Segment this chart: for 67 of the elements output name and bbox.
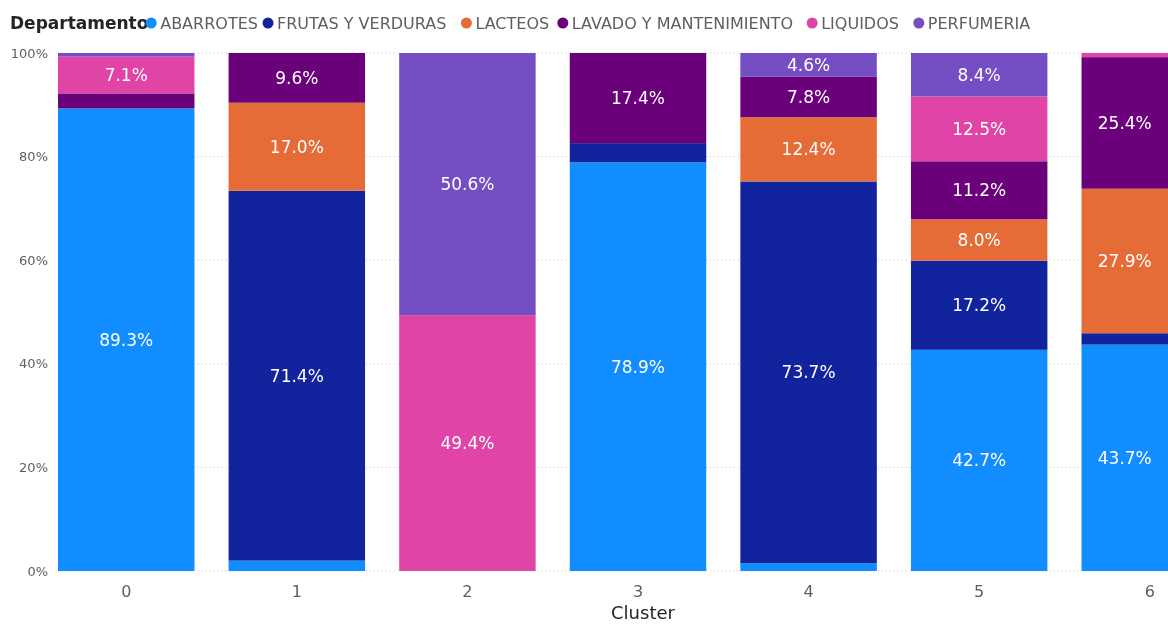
bar [228,53,366,103]
data-label: 42.7% [952,450,1007,471]
data-label: 25.4% [1097,112,1152,133]
x-tick-label: 1 [291,581,302,601]
data-label: 50.6% [440,174,495,194]
y-tick-label: 60% [19,252,48,268]
x-axis-title: Cluster [611,602,676,623]
y-tick-label: 80% [19,149,48,165]
bar [740,181,877,564]
bar [58,56,195,94]
bar [58,53,195,57]
data-label: 7.1% [104,64,148,85]
bar [910,219,1048,261]
data-label: 11.2% [952,180,1007,201]
data-label: 12.4% [781,139,836,160]
data-label: 9.6% [275,67,319,88]
bar [228,190,366,561]
bar [740,53,877,77]
bar [399,53,536,316]
data-label: 78.9% [610,356,666,377]
x-tick-label: 4 [803,581,814,601]
y-tick-label: 100% [10,45,48,61]
data-label: 43.7% [1097,447,1152,468]
data-label: 8.4% [957,64,1001,85]
bar [910,260,1048,350]
legend-label: LAVADO Y MANTENIMIENTO [571,13,793,33]
bar [569,53,707,144]
bar [910,96,1048,162]
y-tick-label: 20% [19,459,48,475]
bar [569,143,707,163]
bar [569,162,707,571]
bar [399,315,536,571]
data-label: 4.6% [786,54,831,75]
legend-label: PERFUMERIA [927,13,1031,33]
data-label: 8.0% [957,229,1001,250]
legend-label: FRUTAS Y VERDURAS [277,13,447,33]
y-tick-label: 40% [19,356,48,372]
data-label: 17.2% [952,295,1007,316]
legend-title: Departamento [10,12,149,33]
legend-label: LIQUIDOS [821,13,899,33]
y-tick-label: 0% [27,563,48,579]
x-tick-label: 2 [462,581,473,601]
bar [910,161,1048,220]
data-label: 49.4% [440,433,495,453]
x-tick-label: 0 [121,581,132,601]
x-tick-label: 6 [1144,581,1155,601]
bar [58,108,195,571]
data-label: 71.4% [269,365,324,386]
bar [740,117,877,182]
bar [228,560,366,571]
bar [910,53,1048,97]
data-label: 12.5% [952,118,1007,139]
data-label: 27.9% [1097,250,1152,271]
legend-label: LACTEOS [475,13,550,33]
x-tick-label: 3 [632,581,644,601]
bar [740,76,877,118]
data-label: 89.3% [99,329,154,350]
bar [58,93,195,109]
data-label: 17.4% [610,88,666,109]
data-label: 17.0% [269,136,324,157]
data-label: 73.7% [781,362,836,383]
x-tick-label: 5 [974,581,985,601]
legend-label: ABARROTES [160,13,258,33]
bar [740,563,877,571]
data-label: 7.8% [786,86,831,107]
bar [910,349,1048,571]
bar [228,102,366,191]
